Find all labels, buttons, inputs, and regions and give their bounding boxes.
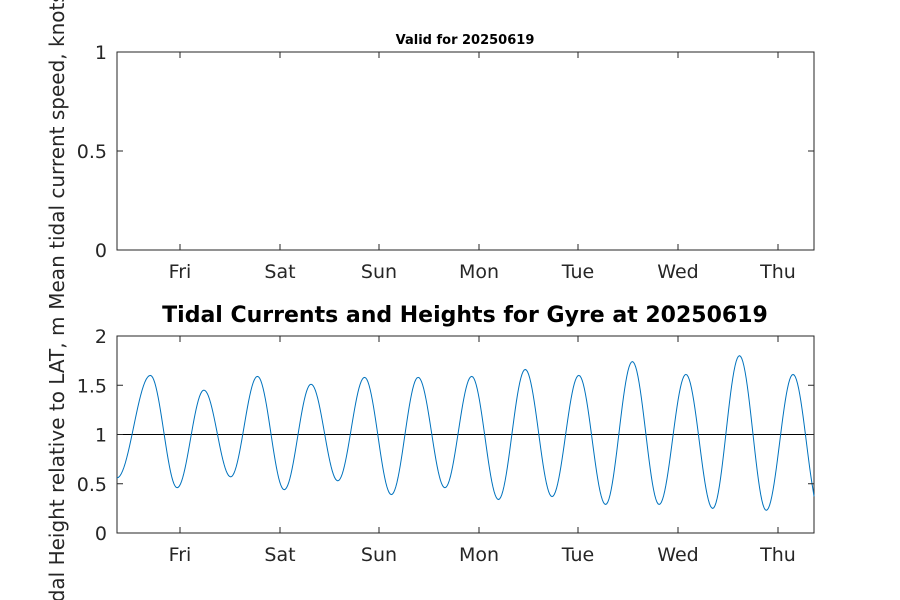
bottom-chart-title: Tidal Currents and Heights for Gyre at 2… — [162, 303, 768, 328]
bottom-y-ticks: 0 0.5 1 1.5 2 — [77, 326, 814, 545]
top-x-tick-label: Wed — [657, 261, 698, 283]
top-x-tick-label: Fri — [169, 261, 192, 283]
bottom-panel: Tidal Currents and Heights for Gyre at 2… — [45, 303, 815, 600]
top-x-tick-label: Sat — [264, 261, 295, 283]
top-x-tick-label: Sun — [361, 261, 397, 283]
bottom-y-tick-label: 0.5 — [77, 474, 107, 496]
bottom-y-tick-label: 2 — [95, 326, 107, 348]
top-y-ticks: 00.51 — [77, 42, 814, 262]
bottom-x-tick-label: Thu — [759, 544, 796, 566]
top-x-tick-label: Tue — [561, 261, 594, 283]
bottom-y-tick-label: 1.5 — [77, 375, 107, 397]
top-chart-title: Valid for 20250619 — [396, 33, 535, 48]
top-x-ticks: Fri Sat Sun Mon Tue Wed Thu — [169, 52, 796, 283]
top-plot-area — [116, 51, 815, 251]
top-x-tick-label: Mon — [459, 261, 499, 283]
top-x-tick-label: Thu — [759, 261, 796, 283]
bottom-x-tick-label: Fri — [169, 544, 192, 566]
bottom-x-tick-label: Tue — [561, 544, 594, 566]
top-y-tick-label: 0.5 — [77, 141, 107, 163]
bottom-x-tick-label: Mon — [459, 544, 499, 566]
top-y-tick-label: 0 — [95, 240, 107, 262]
bottom-y-tick-label: 0 — [95, 523, 107, 545]
top-y-tick-label: 1 — [95, 42, 107, 64]
bottom-x-tick-label: Sat — [264, 544, 295, 566]
bottom-x-tick-label: Sun — [361, 544, 397, 566]
bottom-x-ticks: Fri Sat Sun Mon Tue Wed Thu — [169, 336, 796, 566]
tidal-height-series-line — [116, 355, 815, 511]
top-y-axis-label: Mean tidal current speed, knots — [45, 0, 69, 310]
top-panel: Valid for 20250619 Mean tidal current sp… — [45, 0, 815, 310]
bottom-y-tick-label: 1 — [95, 425, 107, 447]
bottom-x-tick-label: Wed — [657, 544, 698, 566]
bottom-y-axis-label: Tidal Height relative to LAT, m — [45, 317, 69, 600]
